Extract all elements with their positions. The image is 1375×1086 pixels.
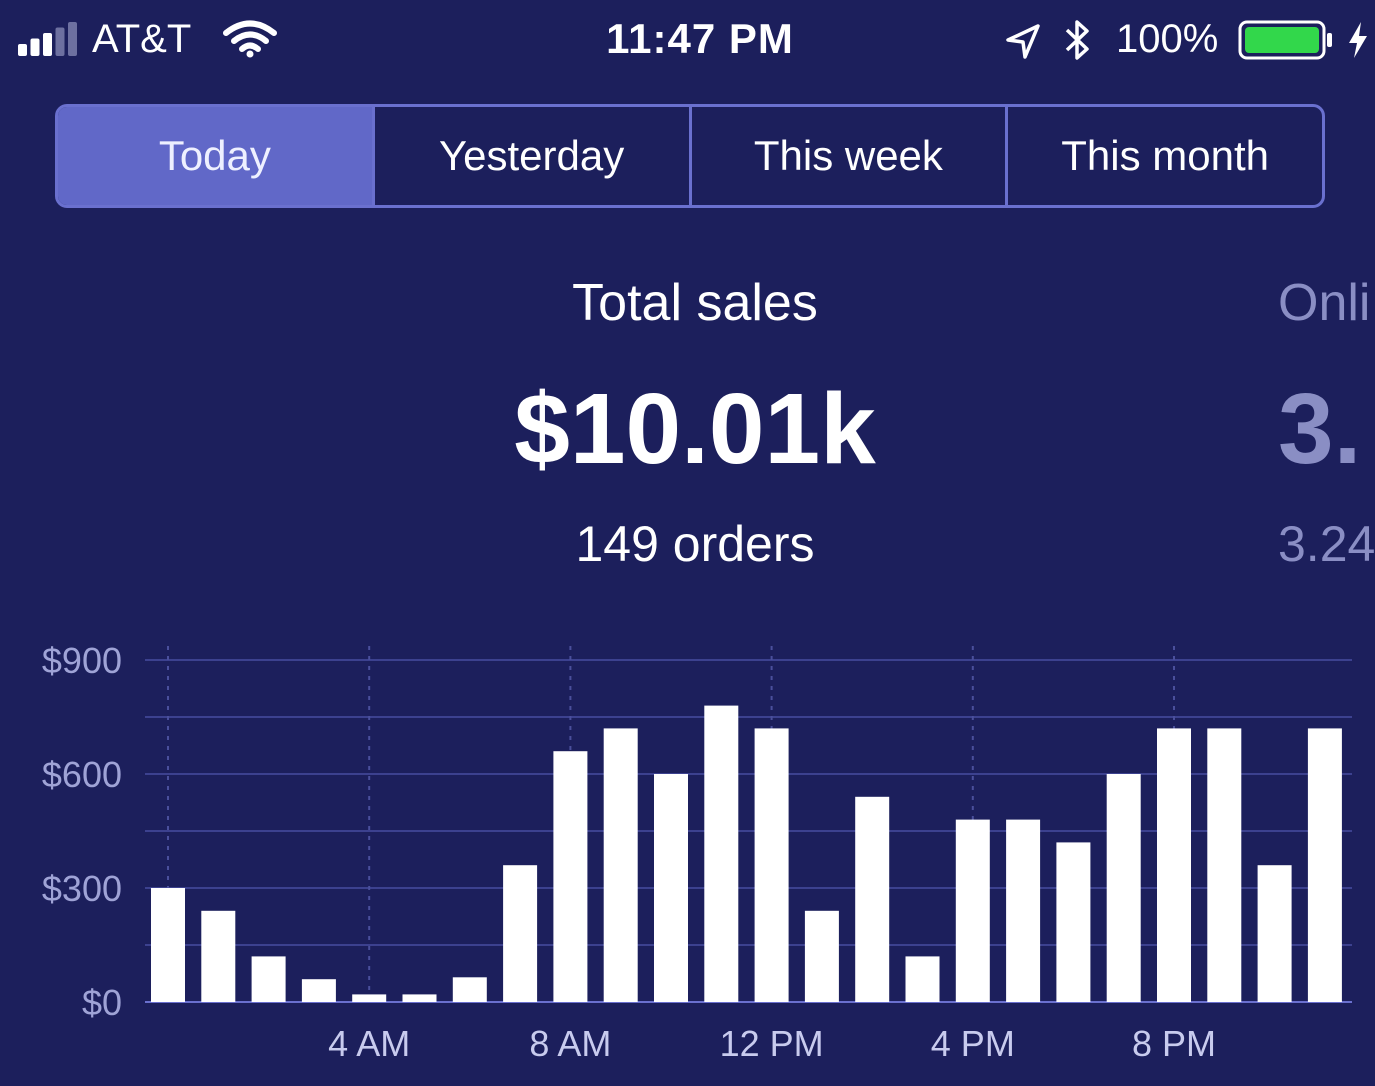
chart-bar[interactable] — [1006, 819, 1041, 1002]
battery-percentage: 100% — [1116, 17, 1219, 61]
status-bar: AT&T 11:47 PM 100% — [0, 0, 1375, 80]
chart-bar[interactable] — [352, 994, 387, 1002]
chart-bar[interactable] — [654, 774, 688, 1002]
chart-bar[interactable] — [1207, 728, 1242, 1002]
chart-bar[interactable] — [553, 751, 588, 1002]
chart-grid — [145, 646, 1352, 1003]
tab-today[interactable]: Today — [58, 107, 372, 205]
chart-bar[interactable] — [452, 977, 487, 1002]
chart-bar[interactable] — [402, 994, 437, 1002]
x-tick-label: 4 AM — [328, 1023, 410, 1064]
signal-bar — [43, 33, 52, 56]
signal-bar — [30, 38, 40, 56]
chart-bar[interactable] — [955, 819, 990, 1002]
y-tick-label: $600 — [42, 754, 122, 795]
order-count: 149 orders — [575, 516, 815, 572]
tab-yesterday[interactable]: Yesterday — [371, 107, 689, 205]
chart-bar[interactable] — [905, 956, 940, 1002]
x-tick-label: 8 PM — [1132, 1023, 1216, 1064]
x-axis-labels: 4 AM 8 AM 12 PM 4 PM 8 PM — [328, 1023, 1216, 1064]
signal-bar — [18, 44, 27, 56]
signal-bar — [55, 27, 65, 56]
x-tick-label: 12 PM — [720, 1023, 824, 1064]
next-card-value-peek[interactable]: 3. — [1278, 373, 1362, 485]
location-arrow-icon — [1006, 24, 1040, 59]
total-sales-title: Total sales — [572, 274, 818, 332]
next-card-sub-peek[interactable]: 3.24 — [1278, 516, 1375, 572]
y-tick-label: $0 — [82, 982, 122, 1023]
chart-bar[interactable] — [603, 728, 638, 1002]
clock-time: 11:47 PM — [606, 15, 794, 62]
chart-bar[interactable] — [503, 865, 538, 1002]
chart-bar[interactable] — [704, 705, 739, 1002]
next-card-title-peek[interactable]: Onli — [1278, 274, 1371, 332]
y-tick-label: $300 — [42, 868, 122, 909]
y-axis-labels: $0 $300 $600 $900 — [42, 640, 122, 1023]
x-tick-label: 8 AM — [529, 1023, 611, 1064]
tab-this-month[interactable]: This month — [1005, 107, 1322, 205]
chart-bar[interactable] — [1307, 728, 1342, 1002]
y-tick-label: $900 — [42, 640, 122, 681]
signal-strength-icon — [18, 22, 77, 56]
tab-this-week[interactable]: This week — [688, 107, 1006, 205]
chart-bar[interactable] — [301, 979, 336, 1002]
battery-icon — [1238, 20, 1332, 60]
chart-bar[interactable] — [754, 728, 789, 1002]
total-sales-value: $10.01k — [514, 373, 876, 485]
chart-bar[interactable] — [1257, 865, 1292, 1002]
carrier-name: AT&T — [92, 17, 192, 61]
charging-bolt-icon — [1349, 22, 1367, 58]
chart-bar[interactable] — [251, 956, 286, 1002]
chart-bar[interactable] — [151, 888, 185, 1002]
chart-bar[interactable] — [1106, 774, 1141, 1002]
chart-bar[interactable] — [855, 796, 890, 1002]
x-tick-label: 4 PM — [931, 1023, 1015, 1064]
chart-bar[interactable] — [1056, 842, 1091, 1002]
chart-bar[interactable] — [201, 910, 236, 1002]
wifi-icon — [223, 20, 277, 58]
hourly-sales-bar-chart: $0 $300 $600 $900 4 AM 8 AM 12 PM 4 PM 8 PM — [42, 640, 1352, 1064]
bluetooth-icon — [1065, 20, 1089, 60]
chart-bars — [151, 705, 1342, 1002]
chart-bar[interactable] — [1157, 728, 1191, 1002]
date-range-segmented-control: Today Yesterday This week This month — [55, 104, 1325, 208]
signal-bar — [68, 22, 77, 56]
chart-bar[interactable] — [804, 910, 839, 1002]
